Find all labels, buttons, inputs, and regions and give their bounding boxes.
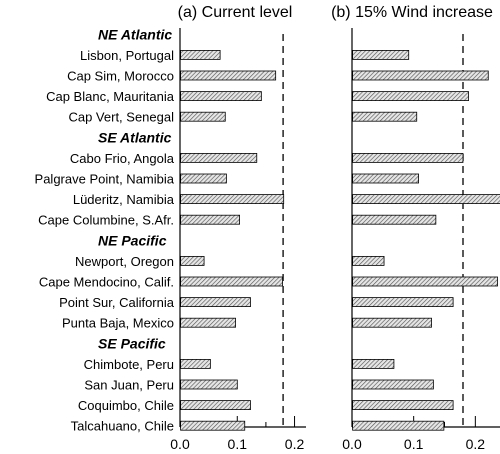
bar	[352, 91, 469, 101]
category-label: Cap Sim, Morocco	[67, 69, 174, 84]
bar	[180, 194, 285, 205]
x-tick-label: 0.2	[285, 436, 305, 452]
x-tick-label: 0.0	[170, 436, 190, 452]
bar	[352, 420, 445, 431]
bar	[180, 358, 211, 369]
bar	[180, 214, 240, 225]
bar	[352, 50, 410, 60]
bar	[352, 276, 498, 287]
bar	[352, 358, 395, 369]
category-label: Newport, Oregon	[75, 254, 174, 269]
category-label: Cape Columbine, S.Afr.	[38, 213, 174, 228]
bar	[180, 111, 226, 122]
bar	[352, 379, 434, 390]
group-label: NE Pacific	[98, 232, 167, 248]
category-label: Lisbon, Portugal	[80, 48, 174, 63]
category-label: Cape Mendocino, Calif.	[39, 275, 174, 290]
bar	[180, 152, 258, 163]
category-label: Cap Blanc, Mauritania	[46, 89, 175, 104]
panel-b-title: (b) 15% Wind increase	[331, 4, 493, 21]
group-label: NE Atlantic	[98, 26, 172, 42]
bar	[180, 70, 277, 81]
bar	[352, 173, 419, 184]
bar	[352, 400, 454, 411]
category-label: Coquimbo, Chile	[78, 398, 174, 413]
bar	[180, 255, 205, 266]
bar	[352, 214, 437, 225]
group-label: SE Pacific	[98, 335, 166, 351]
bar	[352, 70, 489, 81]
category-label: Palgrave Point, Namibia	[35, 172, 175, 187]
bar	[180, 173, 227, 184]
bar	[180, 276, 283, 287]
category-label: San Juan, Peru	[84, 378, 174, 393]
category-label: Point Sur, California	[59, 295, 175, 310]
x-tick-label: 0.0	[342, 436, 362, 452]
category-label: Talcahuano, Chile	[71, 419, 174, 434]
x-tick-label: 0.1	[404, 436, 424, 452]
category-label: Chimbote, Peru	[84, 357, 174, 372]
bar	[180, 50, 221, 60]
bar	[180, 91, 262, 101]
category-label: Cap Vert, Senegal	[68, 110, 174, 125]
bar	[352, 297, 454, 308]
bar	[352, 111, 418, 122]
x-tick-label: 0.1	[228, 436, 248, 452]
bar	[180, 420, 246, 431]
category-label: Punta Baja, Mexico	[62, 316, 174, 331]
panel-a-title: (a) Current level	[178, 4, 293, 21]
bar	[180, 400, 251, 411]
x-tick-label: 0.2	[466, 436, 486, 452]
category-label: Cabo Frio, Angola	[70, 151, 175, 166]
panel-current-level: (a) Current level 0.0 0.1 0.2	[170, 4, 306, 452]
category-label: Lüderitz, Namibia	[73, 192, 175, 207]
bar	[352, 317, 432, 328]
bar	[180, 379, 238, 390]
bar	[180, 297, 251, 308]
bar	[180, 317, 236, 328]
bar	[352, 152, 464, 163]
bar	[352, 255, 385, 266]
category-labels: NE Atlantic Lisbon, Portugal Cap Sim, Moro…	[35, 26, 175, 433]
bar	[352, 194, 500, 205]
panel-wind-increase: (b) 15% Wind increase 0.0 0.1 0.2	[331, 4, 500, 452]
group-label: SE Atlantic	[98, 129, 172, 145]
